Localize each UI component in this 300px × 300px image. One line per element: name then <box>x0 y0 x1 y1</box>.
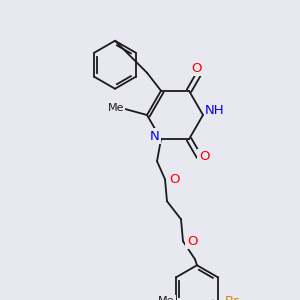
Text: NH: NH <box>205 104 225 118</box>
Text: Br: Br <box>224 295 239 300</box>
Text: Me: Me <box>108 103 124 113</box>
Text: O: O <box>187 235 197 248</box>
Text: Me: Me <box>158 296 175 300</box>
Text: O: O <box>192 62 202 75</box>
Text: O: O <box>169 173 179 186</box>
Text: O: O <box>199 150 209 163</box>
Text: N: N <box>150 130 160 143</box>
